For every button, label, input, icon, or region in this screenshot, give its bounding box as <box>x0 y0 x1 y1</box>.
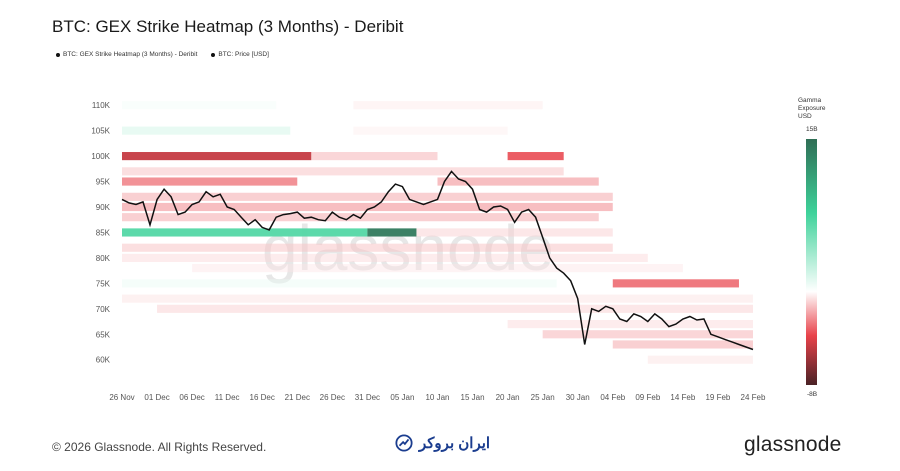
x-tick-label: 06 Dec <box>179 393 204 402</box>
heatmap-cell[interactable] <box>612 340 753 349</box>
x-tick-label: 01 Dec <box>144 393 169 402</box>
y-axis: 60K 65K 70K 75K 80K 85K 90K 95K 100K 105K 110K <box>91 101 110 365</box>
x-tick-label: 20 Jan <box>496 393 520 402</box>
x-tick-label: 26 Nov <box>109 393 134 402</box>
y-tick-label: 110K <box>92 101 111 110</box>
legend-dot-icon <box>56 52 60 57</box>
heatmap-cell[interactable] <box>192 264 683 273</box>
legend-item-heatmap[interactable]: BTC: GEX Strike Heatmap (3 Months) - Der… <box>56 51 197 58</box>
colorbar-max-label: 15B <box>806 126 818 133</box>
y-tick-label: 80K <box>96 254 111 263</box>
heatmap-cell[interactable] <box>612 279 739 288</box>
partner-name: ایران بروکر <box>419 435 491 452</box>
heatmap-cell[interactable] <box>122 294 753 303</box>
heatmap-cell[interactable] <box>353 126 508 135</box>
colorbar-min-label: -8B <box>807 391 818 398</box>
x-tick-label: 24 Feb <box>741 393 766 402</box>
heatmap-cell[interactable] <box>367 228 417 237</box>
chart-trend-icon <box>395 434 413 452</box>
x-tick-label: 11 Dec <box>215 393 240 402</box>
brand-logo[interactable]: glassnode <box>744 433 842 456</box>
x-tick-label: 19 Feb <box>705 393 730 402</box>
heatmap-cell[interactable] <box>311 152 438 161</box>
heatmap-cell[interactable] <box>122 177 298 186</box>
legend-dot-icon <box>211 52 216 57</box>
x-tick-label: 10 Jan <box>425 393 449 402</box>
x-tick-label: 05 Jan <box>390 393 414 402</box>
heatmap-cell[interactable] <box>122 192 613 201</box>
y-tick-label: 85K <box>96 228 111 237</box>
heatmap-cell[interactable] <box>542 330 753 339</box>
heatmap-cell[interactable] <box>122 126 291 135</box>
x-tick-label: 09 Feb <box>635 393 660 402</box>
copyright-text: © 2026 Glassnode. All Rights Reserved. <box>52 440 267 454</box>
heatmap-cell[interactable] <box>416 228 613 237</box>
x-tick-label: 15 Jan <box>461 393 485 402</box>
colorbar-title-line: Gamma <box>798 97 822 104</box>
x-tick-label: 30 Jan <box>566 393 590 402</box>
x-tick-label: 31 Dec <box>355 393 380 402</box>
legend-label-heatmap: BTC: GEX Strike Heatmap (3 Months) - Der… <box>63 51 198 58</box>
colorbar <box>806 139 817 385</box>
heatmap-cell[interactable] <box>122 228 368 237</box>
x-tick-label: 26 Dec <box>320 393 345 402</box>
heatmap-cell[interactable] <box>437 177 599 186</box>
heatmap-cell[interactable] <box>122 167 564 176</box>
heatmap-cell[interactable] <box>122 152 312 161</box>
heatmap-cell[interactable] <box>122 202 613 212</box>
heatmap-cell[interactable] <box>122 101 277 110</box>
y-tick-label: 65K <box>96 330 111 339</box>
heatmap-cell[interactable] <box>353 101 543 110</box>
y-tick-label: 105K <box>91 127 110 136</box>
heatmap-cells <box>122 101 753 364</box>
chart-title: BTC: GEX Strike Heatmap (3 Months) - Der… <box>52 17 404 36</box>
colorbar-title-line: USD <box>798 113 812 120</box>
heatmap-cell[interactable] <box>507 152 564 161</box>
price-line[interactable] <box>121 170 754 351</box>
heatmap-cell[interactable] <box>122 279 557 288</box>
y-tick-label: 95K <box>96 178 111 187</box>
heatmap-cell[interactable] <box>122 253 648 262</box>
heatmap-cell[interactable] <box>122 243 613 252</box>
legend-label-price: BTC: Price [USD] <box>218 51 269 58</box>
partner-logo[interactable]: ایران بروکر <box>395 434 490 452</box>
legend-item-price[interactable]: BTC: Price [USD] <box>211 51 269 58</box>
x-tick-label: 04 Feb <box>600 393 625 402</box>
heatmap-cell[interactable] <box>507 320 753 329</box>
x-axis: 26 Nov 01 Dec 06 Dec 11 Dec 16 Dec 21 Dec 26 D… <box>109 393 766 402</box>
y-tick-label: 90K <box>96 203 111 212</box>
y-tick-label: 75K <box>96 279 111 288</box>
y-tick-label: 70K <box>96 305 111 314</box>
colorbar-title: Gamma Exposure USD <box>798 97 825 121</box>
x-tick-label: 16 Dec <box>250 393 275 402</box>
colorbar-title-line: Exposure <box>798 105 826 112</box>
heatmap-cell[interactable] <box>647 355 753 364</box>
x-tick-label: 14 Feb <box>670 393 695 402</box>
chart-legend: BTC: GEX Strike Heatmap (3 Months) - Der… <box>56 51 269 58</box>
y-tick-label: 100K <box>91 152 110 161</box>
y-tick-label: 60K <box>96 356 111 365</box>
x-tick-label: 21 Dec <box>285 393 310 402</box>
x-tick-label: 25 Jan <box>531 393 555 402</box>
heatmap-cell[interactable] <box>157 304 753 313</box>
